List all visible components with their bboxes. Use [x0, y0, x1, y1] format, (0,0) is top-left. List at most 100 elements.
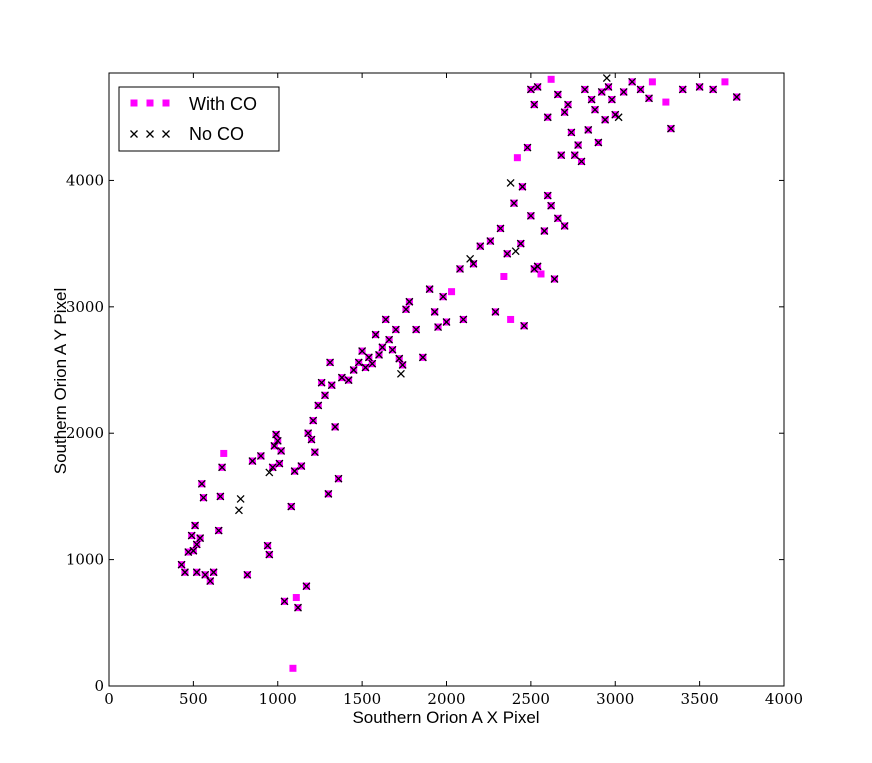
- points-layer: [177, 74, 741, 672]
- point-no-co: [709, 85, 718, 94]
- point-no-co: [177, 560, 186, 569]
- point-no-co: [511, 247, 520, 256]
- point-no-co: [187, 531, 196, 540]
- x-tick-label: 3000: [596, 690, 634, 708]
- point-no-co: [666, 124, 675, 133]
- point-no-co: [560, 221, 569, 230]
- x-axis-label: Southern Orion A X Pixel: [352, 708, 539, 727]
- point-no-co: [218, 463, 227, 472]
- axes-layer: 0 500 1000 1500 2000 2500 3000 3500 4000 0 1000 200…: [66, 72, 803, 708]
- point-no-co: [280, 597, 289, 606]
- point-no-co: [602, 74, 611, 83]
- point-no-co: [361, 363, 370, 372]
- point-no-co: [469, 259, 478, 268]
- legend-square-marker: [130, 99, 138, 107]
- point-no-co: [491, 307, 500, 316]
- point-with-co: [513, 154, 521, 162]
- x-tick-label: 4000: [765, 690, 803, 708]
- point-no-co: [297, 462, 306, 471]
- point-no-co: [594, 138, 603, 147]
- point-no-co: [543, 113, 552, 122]
- point-no-co: [459, 315, 468, 324]
- point-no-co: [214, 526, 223, 535]
- point-no-co: [597, 87, 606, 96]
- point-no-co: [442, 318, 451, 326]
- x-tick-label: 3500: [681, 690, 719, 708]
- x-tick-label: 1500: [343, 690, 381, 708]
- point-no-co: [439, 292, 448, 301]
- y-axis-label: Southern Orion A Y Pixel: [51, 288, 70, 475]
- point-no-co: [309, 416, 318, 425]
- point-no-co: [201, 570, 210, 579]
- point-no-co: [553, 214, 562, 223]
- point-no-co: [272, 430, 281, 439]
- legend-x-marker: [162, 130, 170, 138]
- legend-square-marker: [146, 99, 154, 107]
- point-no-co: [314, 401, 323, 410]
- x-tick-label: 2000: [427, 690, 465, 708]
- point-no-co: [614, 113, 623, 122]
- point-no-co: [678, 85, 687, 94]
- point-no-co: [402, 305, 410, 314]
- point-with-co: [648, 78, 656, 86]
- point-no-co: [354, 358, 363, 367]
- point-no-co: [553, 90, 562, 99]
- point-no-co: [577, 157, 586, 166]
- point-no-co: [418, 353, 427, 362]
- point-no-co: [645, 94, 653, 103]
- point-no-co: [560, 108, 569, 117]
- point-no-co: [344, 376, 353, 385]
- point-with-co: [292, 594, 300, 602]
- point-no-co: [580, 85, 589, 94]
- point-no-co: [516, 239, 525, 248]
- point-no-co: [287, 502, 296, 511]
- point-no-co: [307, 435, 316, 444]
- point-no-co: [510, 199, 518, 208]
- point-no-co: [334, 474, 343, 483]
- point-no-co: [550, 275, 559, 283]
- point-no-co: [574, 141, 583, 150]
- point-no-co: [243, 570, 252, 579]
- point-no-co: [206, 577, 215, 586]
- point-no-co: [302, 582, 311, 591]
- legend-x-marker: [146, 130, 154, 138]
- point-no-co: [425, 285, 434, 294]
- point-with-co: [537, 270, 545, 278]
- point-no-co: [520, 321, 529, 330]
- point-no-co: [584, 125, 593, 134]
- point-no-co: [476, 242, 485, 251]
- point-no-co: [263, 541, 272, 550]
- point-with-co: [500, 272, 508, 280]
- point-no-co: [547, 201, 556, 210]
- point-no-co: [533, 82, 542, 91]
- legend-label-no-co: No CO: [189, 124, 244, 144]
- point-no-co: [277, 446, 286, 455]
- point-no-co: [192, 568, 201, 577]
- point-no-co: [236, 494, 245, 503]
- point-no-co: [216, 492, 225, 501]
- point-no-co: [695, 82, 704, 91]
- point-no-co: [368, 359, 377, 368]
- point-no-co: [567, 128, 576, 137]
- point-no-co: [456, 264, 464, 273]
- x-tick-label: 2500: [512, 690, 550, 708]
- y-tick-label: 3000: [66, 298, 104, 316]
- y-tick-label: 2000: [66, 424, 104, 442]
- point-with-co: [507, 315, 515, 323]
- point-no-co: [388, 345, 397, 354]
- point-no-co: [604, 82, 613, 91]
- point-no-co: [430, 307, 439, 316]
- point-with-co: [289, 664, 297, 672]
- legend-marker-with-co: [130, 99, 170, 107]
- point-no-co: [496, 224, 505, 233]
- point-no-co: [530, 100, 539, 109]
- point-no-co: [543, 191, 552, 200]
- y-tick-label: 4000: [66, 171, 104, 189]
- point-with-co: [662, 98, 670, 106]
- point-no-co: [324, 489, 333, 498]
- point-no-co: [349, 366, 358, 374]
- point-no-co: [518, 182, 527, 191]
- point-no-co: [180, 568, 189, 577]
- point-no-co: [540, 227, 549, 235]
- point-no-co: [364, 353, 373, 362]
